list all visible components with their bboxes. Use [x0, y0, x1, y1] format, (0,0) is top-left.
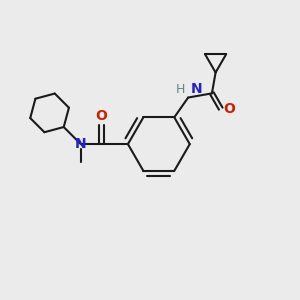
Text: H: H — [176, 83, 185, 96]
Text: O: O — [223, 102, 235, 116]
Text: O: O — [95, 109, 107, 123]
Text: N: N — [190, 82, 202, 96]
Text: N: N — [75, 137, 87, 151]
